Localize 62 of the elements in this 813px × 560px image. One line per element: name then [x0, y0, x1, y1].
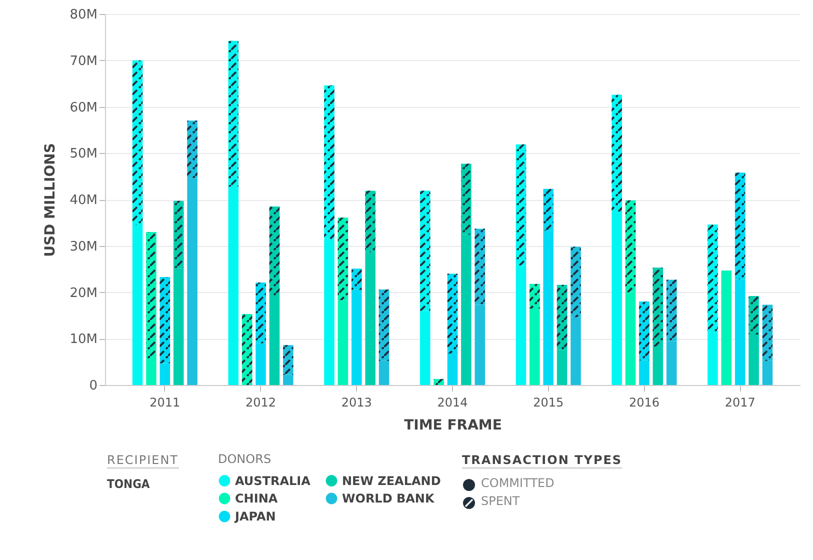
legend-label: CHINA	[235, 492, 278, 506]
y-axis-title: USD MILLIONS	[42, 143, 59, 257]
x-tick-label: 2011	[150, 396, 180, 410]
bar	[187, 178, 198, 385]
y-tick-label: 10M	[70, 332, 98, 348]
bar	[283, 374, 294, 385]
bar	[556, 350, 568, 385]
y-tick-label: 80M	[70, 8, 98, 22]
bar	[365, 252, 376, 385]
bar	[378, 360, 390, 385]
x-tick-label: 2017	[724, 396, 756, 410]
x-axis-title: TIME FRAME	[404, 418, 502, 434]
bar	[132, 225, 143, 385]
y-tick-label: 20M	[70, 286, 98, 301]
text: TRANSACTION TYPES	[462, 453, 622, 469]
y-tick-label: 0	[89, 378, 98, 394]
bar	[708, 332, 718, 385]
bar	[173, 268, 184, 385]
y-tick-label: 40M	[70, 193, 98, 208]
text: RECIPIENT	[107, 453, 179, 469]
bar	[734, 279, 746, 385]
bar	[146, 359, 156, 385]
text: SPENT	[481, 494, 520, 508]
bar	[324, 238, 334, 385]
bar	[474, 304, 486, 385]
bar	[461, 234, 472, 385]
bar	[160, 363, 170, 385]
bar	[530, 308, 540, 385]
bar	[721, 270, 732, 385]
bar	[228, 186, 239, 385]
y-tick-label: 60M	[70, 100, 98, 116]
x-tick-label: 2012	[246, 396, 276, 410]
bar	[447, 353, 458, 385]
legend-label: NEW ZEALAND	[342, 474, 441, 488]
bar	[625, 292, 636, 385]
bar	[748, 334, 759, 385]
bar	[639, 360, 650, 385]
bar	[652, 346, 664, 385]
legend-label: AUSTRALIA	[235, 474, 312, 488]
bar	[666, 341, 677, 385]
y-tick-label: 50M	[70, 146, 98, 162]
bar	[338, 300, 348, 385]
legend-title: DONORS	[218, 452, 272, 466]
text: TONGA	[107, 477, 150, 491]
bar	[256, 343, 266, 385]
x-tick-label: 2015	[533, 396, 564, 410]
bar	[570, 317, 581, 385]
bar	[352, 290, 362, 385]
bar	[516, 265, 526, 385]
x-tick-label: 2016	[628, 396, 660, 410]
bar	[612, 212, 622, 385]
bar	[762, 360, 773, 385]
y-tick-label: 70M	[70, 54, 98, 69]
bar	[269, 295, 280, 385]
x-tick-label: 2014	[437, 396, 468, 410]
text: COMMITTED	[481, 476, 554, 490]
legend-label: WORLD BANK	[342, 492, 435, 506]
x-tick-label: 2013	[341, 396, 372, 410]
bar	[543, 230, 554, 385]
y-tick-label: 30M	[70, 239, 98, 254]
legend-label: JAPAN	[234, 510, 276, 524]
bar	[420, 310, 430, 385]
